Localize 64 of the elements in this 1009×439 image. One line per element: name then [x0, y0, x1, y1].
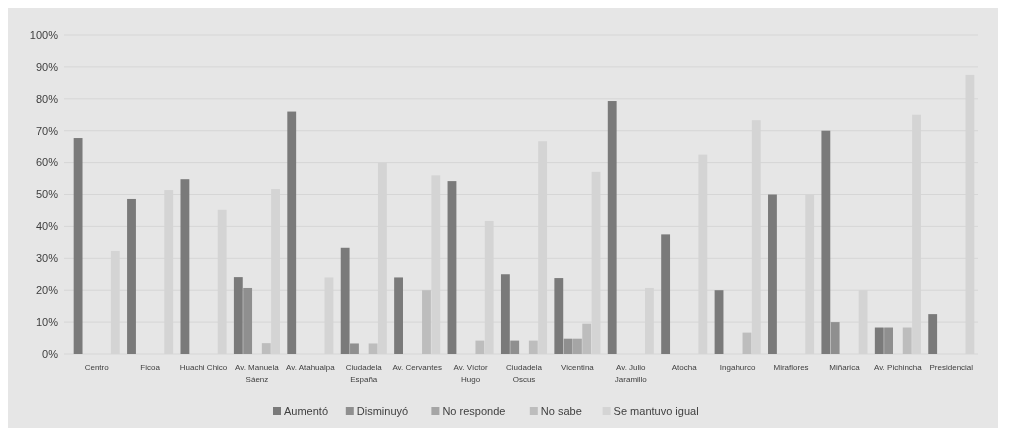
legend-label: Aumentó	[284, 405, 329, 418]
x-tick-label: Av. Víctor Hugo	[453, 363, 488, 384]
bar	[884, 327, 893, 354]
bar	[928, 314, 938, 354]
y-tick-label: 100%	[29, 28, 59, 41]
bar	[127, 198, 136, 354]
x-tick-label: Ingahurco	[719, 363, 756, 372]
y-tick-label: 60%	[35, 156, 59, 169]
x-tick-label: Ciudadela España	[345, 363, 383, 384]
x-tick-label: Centro	[84, 363, 110, 372]
bar	[661, 234, 671, 354]
bar	[582, 323, 592, 354]
y-tick-label: 50%	[35, 188, 59, 201]
legend-label: No responde	[442, 405, 506, 418]
bar	[287, 111, 297, 354]
bar	[261, 343, 271, 354]
y-tick-label: 0%	[42, 347, 59, 360]
legend-label: Disminuyó	[356, 405, 409, 418]
x-tick-label: Ciudadela Oscus	[505, 363, 543, 384]
bar	[821, 130, 831, 354]
bar	[394, 277, 403, 354]
bar	[563, 338, 573, 354]
x-tick-label: Miraflores	[773, 363, 809, 372]
bar	[233, 277, 243, 354]
bar	[447, 181, 457, 354]
x-tick-label: Av. Atahualpa	[286, 363, 336, 372]
bar	[554, 278, 564, 354]
bar	[368, 343, 378, 354]
bar	[243, 287, 253, 354]
x-tick-label: Av. Manuela Sáenz	[235, 363, 280, 384]
legend-label: No sabe	[540, 405, 582, 418]
bar	[350, 343, 359, 354]
bar	[475, 340, 485, 354]
y-tick-label: 20%	[35, 284, 59, 297]
x-tick-label: Av. Pichincha	[874, 363, 923, 372]
bar	[528, 340, 538, 354]
x-tick-label: Av. Julio Jaramillo	[614, 363, 648, 384]
bar	[714, 290, 724, 354]
bar	[340, 247, 350, 354]
bar	[180, 179, 190, 354]
bar	[902, 327, 912, 354]
y-tick-label: 90%	[35, 60, 59, 73]
x-tick-label: Miñarica	[829, 363, 861, 372]
y-tick-label: 80%	[35, 92, 59, 105]
bar	[874, 327, 884, 354]
x-tick-label: Atocha	[671, 363, 698, 372]
y-tick-label: 30%	[35, 252, 59, 265]
bar	[510, 340, 520, 354]
x-tick-label: Vicentina	[561, 363, 595, 372]
x-tick-label: Av. Cervantes	[392, 363, 442, 372]
bar	[830, 322, 840, 354]
x-tick-label: Ficoa	[140, 363, 161, 372]
bar	[422, 290, 431, 354]
x-tick-label: Presidencial	[929, 363, 974, 372]
legend-label: Se mantuvo igual	[613, 405, 699, 418]
y-tick-label: 40%	[35, 220, 59, 233]
bar	[73, 138, 83, 354]
y-tick-label: 10%	[35, 315, 59, 328]
bar	[500, 274, 510, 354]
x-tick-label: Huachi Chico	[179, 363, 228, 372]
bar	[572, 338, 582, 354]
bar	[607, 101, 617, 354]
bar	[768, 194, 777, 354]
y-tick-label: 70%	[35, 124, 59, 137]
